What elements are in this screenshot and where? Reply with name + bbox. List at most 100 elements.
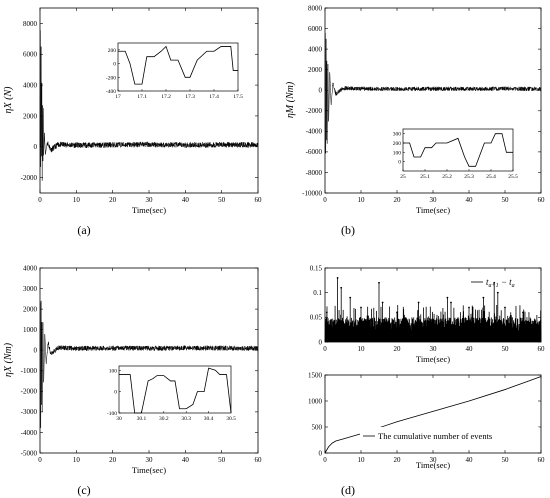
panel-a-xtick-label: 0 bbox=[38, 196, 42, 204]
panel-c-inset-xtick-label: 30.4 bbox=[204, 416, 214, 422]
panel-d-bottom-legend-box bbox=[360, 427, 539, 445]
panel-d-top-xtick-label: 30 bbox=[430, 345, 438, 353]
panel-a-xtick-label: 20 bbox=[109, 196, 117, 204]
panel-d-top-xtick-label: 40 bbox=[466, 345, 474, 353]
caption-d: (d) bbox=[341, 483, 355, 497]
panel-d-top-peak-marker bbox=[493, 281, 496, 284]
panel-c-xtick-label: 40 bbox=[182, 456, 190, 464]
panel-b-ytick-label: 2000 bbox=[308, 66, 323, 74]
panel-b-xlabel: Time(sec) bbox=[416, 205, 450, 215]
panel-c-ytick-label: 0 bbox=[34, 347, 38, 355]
panel-d-top-peak-marker bbox=[340, 286, 343, 289]
panel-b-inset-xtick-label: 25.5 bbox=[508, 174, 518, 180]
panel-a-inset-ytick-label: -200 bbox=[106, 75, 116, 81]
panel-d-top-peak-marker bbox=[504, 306, 506, 309]
panel-d-bottom-ytick-label: 0 bbox=[319, 449, 323, 457]
panel-a-inset-frame bbox=[117, 42, 239, 92]
panel-a-xlabel: Time(sec) bbox=[132, 205, 166, 215]
panel-c-ytick-label: -5000 bbox=[21, 449, 38, 457]
panel-a-inset-line bbox=[118, 45, 238, 85]
panel-d-bottom-xtick-label: 20 bbox=[394, 456, 402, 464]
panel-b-inset-ytick-label: 300 bbox=[393, 132, 402, 138]
panel-b-xtick-label: 30 bbox=[430, 196, 438, 204]
panel-d-top-ytick-label: 0.15 bbox=[310, 264, 323, 272]
panel-d-top-xlabel: Time(sec) bbox=[416, 354, 450, 364]
panel-c-ytick-label: -4000 bbox=[21, 429, 38, 437]
panel-c-inset-xtick-label: 30 bbox=[116, 416, 122, 422]
panel-c-frame bbox=[39, 267, 259, 454]
panel-a-ytick-label: 8000 bbox=[23, 20, 38, 28]
panel-c-ytick-label: 4000 bbox=[23, 264, 38, 272]
panel-d-bottom-ytick-label: 500 bbox=[312, 423, 323, 431]
panel-a-ylabel: ηX (N) bbox=[3, 86, 14, 114]
panel-b-inset-frame bbox=[402, 128, 514, 172]
panel-d-top-peak-marker bbox=[446, 296, 449, 299]
panel-c-ylabel: ηX (Nm) bbox=[3, 342, 14, 377]
panel-a-inset-ytick-label: -400 bbox=[106, 89, 116, 95]
panel-d-top-peak-marker bbox=[378, 281, 380, 284]
panel-a-inset-ytick-label: 200 bbox=[108, 48, 117, 54]
panel-a-inset-xtick-label: 17.5 bbox=[233, 94, 243, 100]
panel-b-inset-ytick-label: 0 bbox=[398, 160, 401, 166]
panel-b-ytick-label: -2000 bbox=[306, 107, 323, 115]
panel-b-xtick-label: 20 bbox=[394, 196, 402, 204]
panel-d-top-xtick-label: 60 bbox=[538, 345, 546, 353]
panel-d-bottom-xlabel: Time(sec) bbox=[416, 460, 450, 470]
panel-b-inset-xtick-label: 25 bbox=[400, 174, 406, 180]
panel-b-xtick-label: 10 bbox=[358, 196, 366, 204]
panel-b-xtick-label: 60 bbox=[538, 196, 546, 204]
panel-b-ytick-label: -8000 bbox=[306, 169, 323, 177]
caption-a: (a) bbox=[77, 223, 91, 237]
panel-d-bottom-xtick-label: 30 bbox=[430, 456, 438, 464]
panel-c-series-line bbox=[39, 300, 259, 428]
panel-a-inset-ytick-label: 0 bbox=[113, 62, 116, 68]
panel-b-xtick-label: 0 bbox=[323, 196, 327, 204]
panel-d-top-ytick-label: 0.05 bbox=[310, 314, 323, 322]
panel-a-ytick-label: 0 bbox=[34, 143, 38, 151]
panel-d-bottom-xtick-label: 0 bbox=[323, 456, 327, 464]
panel-c-inset-xtick-label: 30.2 bbox=[159, 416, 169, 422]
panel-a-series-line bbox=[39, 30, 259, 181]
panel-b-xtick-label: 50 bbox=[502, 196, 510, 204]
panel-b-ytick-label: -6000 bbox=[306, 148, 323, 156]
panel-d-top-peak-marker bbox=[325, 311, 328, 314]
panel-b-inset-xtick-label: 25.1 bbox=[420, 174, 430, 180]
panel-b-ytick-label: 0 bbox=[319, 87, 323, 95]
panel-c-inset-ytick-label: 0 bbox=[114, 390, 117, 396]
panel-c-xtick-label: 60 bbox=[255, 456, 263, 464]
panel-d-top-peak-marker bbox=[468, 306, 470, 309]
panel-b-ytick-label: -4000 bbox=[306, 128, 323, 136]
panel-c-xtick-label: 10 bbox=[73, 456, 81, 464]
panel-c-xtick-label: 20 bbox=[109, 456, 117, 464]
panel-c-inset-frame bbox=[118, 365, 232, 414]
caption-b: (b) bbox=[341, 223, 355, 237]
panel-b-series-line bbox=[324, 32, 542, 154]
panel-d-top-peak-marker bbox=[360, 306, 362, 309]
panel-b-inset-xtick-label: 25.3 bbox=[464, 174, 474, 180]
panel-d-bottom-xtick-label: 60 bbox=[538, 456, 546, 464]
panel-c-ytick-label: 2000 bbox=[23, 305, 38, 313]
panel-a-frame bbox=[39, 7, 259, 194]
panel-c-inset-ytick-label: 100 bbox=[109, 368, 118, 374]
panel-d-top-peak-marker bbox=[381, 301, 384, 304]
panel-a-ytick-label: -2000 bbox=[21, 174, 38, 182]
panel-a-ytick-label: 6000 bbox=[23, 51, 38, 59]
panel-a-inset-xtick-label: 17 bbox=[115, 94, 121, 100]
panel-c-xtick-label: 30 bbox=[146, 456, 154, 464]
panel-a-inset-xtick-label: 17.2 bbox=[161, 94, 171, 100]
panel-d-top-xtick-label: 10 bbox=[358, 345, 366, 353]
panel-c-ytick-label: -2000 bbox=[21, 388, 38, 396]
panel-b-inset-ytick-label: 200 bbox=[393, 141, 402, 147]
panel-c-inset-xtick-label: 30.3 bbox=[181, 416, 191, 422]
panel-c-ytick-label: -1000 bbox=[21, 367, 38, 375]
panel-d-top-peak-marker bbox=[417, 301, 420, 304]
panel-d-top-peak-marker bbox=[396, 311, 398, 314]
panel-d-top-xtick-label: 20 bbox=[394, 345, 402, 353]
panel-b-inset-xtick-label: 25.2 bbox=[442, 174, 452, 180]
panel-d-bottom-ytick-label: 1000 bbox=[308, 397, 323, 405]
panel-d-top-ytick-label: 0 bbox=[319, 338, 323, 346]
panel-a-ytick-label: 2000 bbox=[23, 112, 38, 120]
panel-d-top-bars bbox=[324, 277, 542, 342]
